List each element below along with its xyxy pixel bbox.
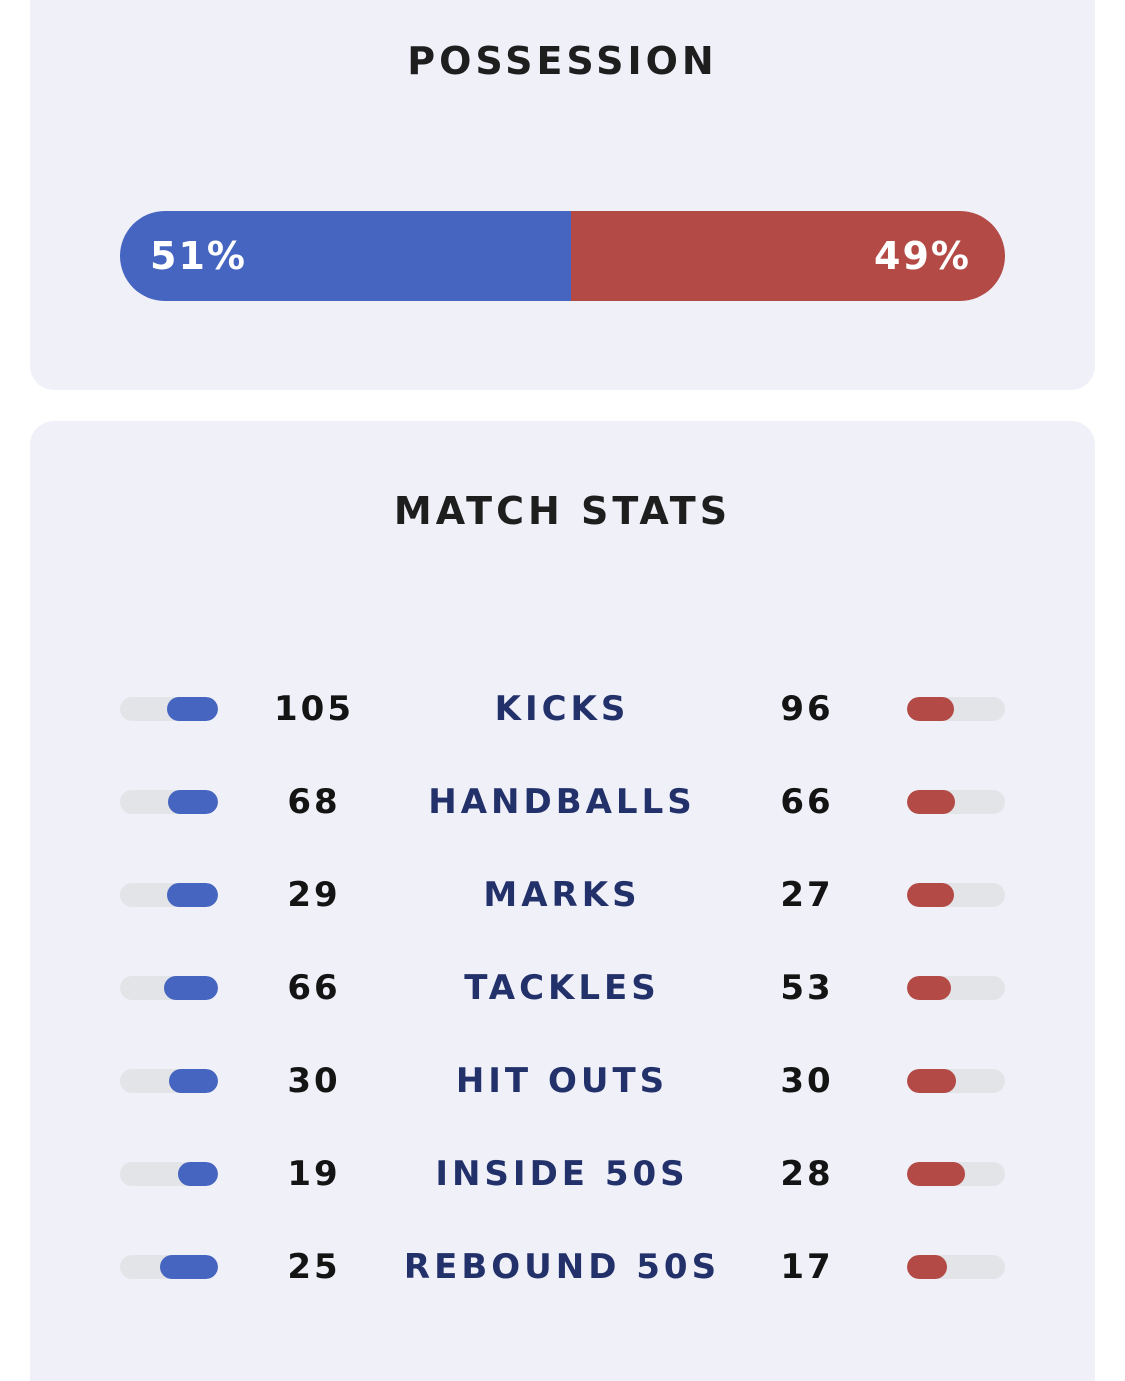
possession-home-segment: 51% bbox=[120, 211, 572, 301]
away-stat-bar-fill bbox=[907, 1255, 947, 1279]
home-stat-value: 19 bbox=[287, 1154, 341, 1194]
away-stat-value: 28 bbox=[780, 1154, 834, 1194]
home-stat-bar bbox=[120, 1255, 218, 1279]
match-stats-title: MATCH STATS bbox=[393, 489, 732, 533]
home-stat-bar bbox=[120, 790, 218, 814]
home-stat-bar bbox=[120, 1162, 218, 1186]
away-stat-value: 17 bbox=[780, 1247, 834, 1287]
away-stat-bar-fill bbox=[907, 1069, 956, 1093]
stat-label: KICKS bbox=[494, 689, 630, 729]
home-stat-value: 25 bbox=[287, 1247, 341, 1287]
stat-label: HIT OUTS bbox=[455, 1061, 669, 1101]
home-stat-value: 68 bbox=[287, 782, 341, 822]
stat-row-kicks: 105 KICKS 96 bbox=[30, 684, 1095, 734]
home-stat-value: 66 bbox=[287, 968, 341, 1008]
stat-label: TACKLES bbox=[464, 968, 660, 1008]
away-stat-value: 30 bbox=[780, 1061, 834, 1101]
away-stat-bar bbox=[907, 976, 1005, 1000]
away-stat-value: 53 bbox=[780, 968, 834, 1008]
stat-label: INSIDE 50S bbox=[435, 1154, 689, 1194]
away-stat-bar-fill bbox=[907, 976, 951, 1000]
stat-label: MARKS bbox=[483, 875, 641, 915]
away-stat-bar bbox=[907, 1255, 1005, 1279]
stat-row-hit-outs: 30 HIT OUTS 30 bbox=[30, 1056, 1095, 1106]
stat-label: REBOUND 50S bbox=[403, 1247, 721, 1287]
possession-away-label: 49% bbox=[874, 234, 971, 278]
away-stat-value: 96 bbox=[780, 689, 834, 729]
home-stat-bar-fill bbox=[164, 976, 218, 1000]
match-stats-card: MATCH STATS 105 KICKS 96 68 HANDBALLS 66… bbox=[30, 421, 1095, 1381]
home-stat-value: 30 bbox=[287, 1061, 341, 1101]
away-stat-value: 66 bbox=[780, 782, 834, 822]
away-stat-bar bbox=[907, 883, 1005, 907]
home-stat-bar-fill bbox=[167, 697, 218, 721]
away-stat-bar-fill bbox=[907, 883, 954, 907]
home-stat-bar bbox=[120, 883, 218, 907]
stat-row-handballs: 68 HANDBALLS 66 bbox=[30, 777, 1095, 827]
home-stat-bar bbox=[120, 697, 218, 721]
home-stat-bar-fill bbox=[168, 790, 218, 814]
possession-away-segment: 49% bbox=[571, 211, 1005, 301]
stat-row-marks: 29 MARKS 27 bbox=[30, 870, 1095, 920]
stat-label: HANDBALLS bbox=[428, 782, 696, 822]
home-stat-bar bbox=[120, 976, 218, 1000]
stat-row-inside-50s: 19 INSIDE 50S 28 bbox=[30, 1149, 1095, 1199]
away-stat-bar-fill bbox=[907, 1162, 965, 1186]
stat-row-tackles: 66 TACKLES 53 bbox=[30, 963, 1095, 1013]
away-stat-bar bbox=[907, 1162, 1005, 1186]
away-stat-bar bbox=[907, 790, 1005, 814]
home-stat-bar-fill bbox=[169, 1069, 218, 1093]
possession-bar: 51% 49% bbox=[120, 211, 1005, 301]
home-stat-bar-fill bbox=[160, 1255, 218, 1279]
away-stat-bar bbox=[907, 697, 1005, 721]
possession-title: POSSESSION bbox=[407, 39, 718, 83]
home-stat-bar-fill bbox=[178, 1162, 218, 1186]
home-stat-value: 105 bbox=[274, 689, 354, 729]
possession-card: POSSESSION 51% 49% bbox=[30, 0, 1095, 390]
home-stat-value: 29 bbox=[287, 875, 341, 915]
away-stat-value: 27 bbox=[780, 875, 834, 915]
possession-home-label: 51% bbox=[150, 234, 247, 278]
stat-row-rebound-50s: 25 REBOUND 50S 17 bbox=[30, 1242, 1095, 1292]
home-stat-bar-fill bbox=[167, 883, 218, 907]
away-stat-bar bbox=[907, 1069, 1005, 1093]
away-stat-bar-fill bbox=[907, 697, 954, 721]
away-stat-bar-fill bbox=[907, 790, 955, 814]
home-stat-bar bbox=[120, 1069, 218, 1093]
